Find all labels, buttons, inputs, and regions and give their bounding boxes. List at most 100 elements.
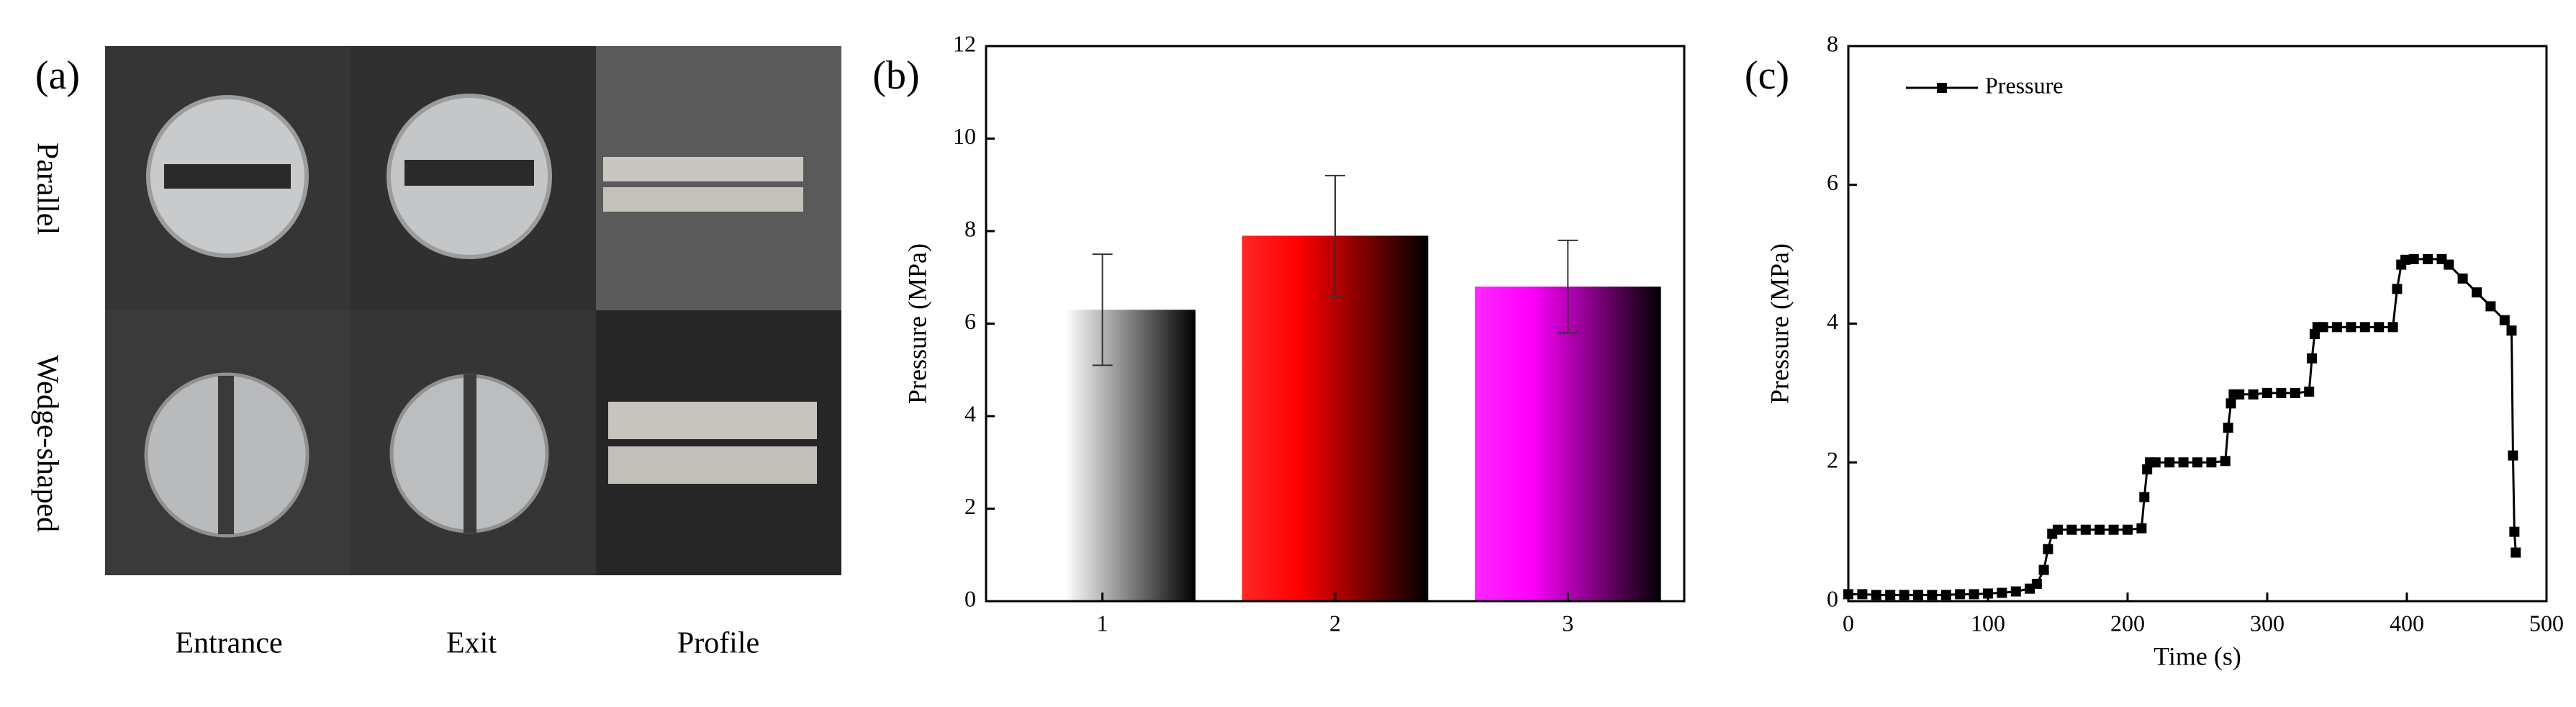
photo	[596, 310, 841, 575]
y-tick-label: 8	[964, 215, 976, 241]
row-label: Wedge-shaped	[30, 355, 63, 532]
marker	[1899, 590, 1910, 600]
marker	[2508, 450, 2518, 461]
marker	[1885, 590, 1896, 600]
marker	[2234, 389, 2245, 400]
legend-marker	[1937, 83, 1947, 93]
marker	[2066, 524, 2077, 535]
y-tick-label: 4	[964, 400, 976, 426]
error-bar	[1325, 174, 1345, 297]
y-tick-label: 0	[964, 585, 976, 611]
slot	[464, 374, 476, 533]
marker	[2485, 301, 2496, 312]
y-tick-label: 4	[1827, 308, 1838, 334]
marker	[2457, 273, 2468, 284]
plot-frame	[1847, 45, 2548, 603]
x-tick-label: 400	[2390, 610, 2424, 636]
profile-strip	[608, 446, 817, 484]
marker	[1955, 589, 1966, 600]
marker	[2206, 457, 2217, 468]
bar	[1242, 235, 1429, 601]
marker	[2499, 315, 2510, 325]
marker	[2509, 526, 2520, 537]
marker	[2080, 524, 2091, 535]
column-label: Profile	[677, 627, 759, 660]
x-tick-label: 300	[2250, 610, 2284, 636]
marker	[2164, 457, 2175, 468]
marker	[2392, 284, 2403, 294]
marker	[2010, 586, 2021, 597]
profile-strip	[603, 157, 803, 181]
marker	[1871, 590, 1881, 600]
marker	[2408, 253, 2419, 264]
marker	[2318, 322, 2328, 333]
x-tick-label: 2	[1329, 610, 1341, 636]
marker	[2444, 259, 2454, 270]
marker	[2248, 389, 2259, 400]
x-tick-label: 3	[1562, 610, 1573, 636]
row-label: Parallel	[30, 143, 63, 235]
profile-strip	[603, 187, 803, 212]
marker	[2225, 398, 2236, 409]
slot	[164, 164, 291, 189]
slot	[218, 376, 234, 534]
marker	[2472, 287, 2482, 298]
marker	[1913, 590, 1923, 600]
line	[1848, 258, 2517, 596]
error-bar	[1092, 253, 1113, 366]
panel-label: (b)	[872, 53, 919, 98]
x-tick-label: 500	[2529, 610, 2564, 636]
y-axis-label: Pressure (MPa)	[903, 243, 931, 404]
marker	[2290, 387, 2300, 398]
x-tick-label: 1	[1097, 610, 1108, 636]
marker	[2053, 524, 2063, 535]
marker	[2136, 523, 2147, 533]
column-label: Entrance	[175, 627, 282, 660]
marker	[2150, 457, 2161, 468]
marker	[2332, 322, 2342, 333]
marker	[2307, 353, 2318, 364]
marker	[1983, 588, 1993, 599]
y-tick-label: 6	[1827, 169, 1838, 195]
x-tick-label: 100	[1971, 610, 2005, 636]
y-tick-label: 0	[1827, 585, 1838, 611]
panel-label: (a)	[35, 53, 80, 98]
y-tick-label: 12	[953, 30, 976, 56]
legend-label: Pressure	[1985, 72, 2063, 98]
marker	[2123, 524, 2133, 535]
marker	[1997, 587, 2007, 598]
marker	[2400, 254, 2411, 265]
marker	[2192, 457, 2202, 468]
marker	[2139, 492, 2150, 503]
plot-frame	[985, 45, 1686, 603]
slot	[405, 160, 534, 186]
marker	[1940, 590, 1951, 600]
x-tick-label: 200	[2110, 610, 2145, 636]
y-tick-label: 10	[953, 123, 976, 149]
profile-strip	[608, 402, 817, 439]
x-tick-label: 0	[1843, 610, 1854, 636]
marker	[1857, 589, 1868, 600]
bar	[1475, 287, 1661, 601]
marker	[2108, 524, 2119, 535]
marker	[2346, 322, 2356, 333]
marker	[1969, 589, 1979, 600]
marker	[2359, 322, 2370, 333]
marker	[2304, 386, 2315, 397]
x-axis-label: Time (s)	[2154, 641, 2241, 670]
marker	[2506, 325, 2517, 336]
marker	[2374, 322, 2385, 333]
panel-label: (c)	[1745, 53, 1789, 98]
y-tick-label: 6	[964, 308, 976, 334]
photo-grid	[105, 46, 841, 575]
marker	[2387, 322, 2398, 333]
y-tick-label: 2	[1827, 447, 1838, 473]
y-tick-label: 2	[964, 493, 976, 519]
marker	[2094, 524, 2105, 535]
marker	[2220, 456, 2231, 467]
error-bar	[1558, 239, 1578, 334]
marker	[2223, 423, 2233, 433]
marker	[2262, 387, 2272, 398]
marker	[2178, 457, 2189, 468]
